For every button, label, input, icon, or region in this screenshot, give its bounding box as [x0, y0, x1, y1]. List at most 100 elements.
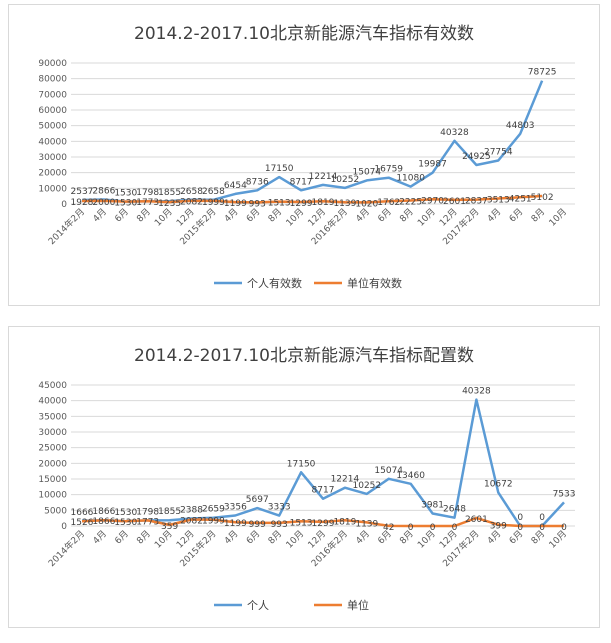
data-label-0: 2648	[443, 505, 466, 515]
x-tick-label: 10月	[547, 206, 569, 228]
chart-svg-valid: 0 10000 20000 30000 40000 50000 60000 70000 8000…	[38, 59, 575, 290]
data-label-0: 1666	[71, 508, 94, 518]
data-label-1: 1199	[224, 519, 247, 529]
data-label-1: 3513	[487, 195, 510, 205]
data-label-0: 3981	[421, 501, 444, 511]
data-label-1: 2225	[399, 198, 422, 208]
data-label-1: 1530	[114, 199, 137, 209]
data-label-1: 42	[383, 523, 394, 533]
data-label-0: 1866	[92, 507, 115, 517]
data-label-0: 17150	[265, 164, 294, 174]
y-tick-label: 40000	[38, 397, 67, 407]
series-line-1	[81, 516, 564, 528]
data-label-1: 0	[517, 523, 523, 533]
data-label-1: 1020	[355, 199, 378, 209]
data-label-1: 1526	[71, 518, 94, 528]
data-label-1: 1235	[158, 199, 181, 209]
data-label-0: 40328	[440, 128, 469, 138]
x-tick-label: 4月	[222, 528, 240, 546]
y-tick-label: 20000	[38, 459, 67, 469]
data-label-0: 1855	[158, 188, 181, 198]
data-label-1: 1762	[377, 198, 400, 208]
data-label-0: 78725	[528, 68, 557, 78]
data-label-1: 4251	[509, 194, 532, 204]
legend-label-1: 单位	[347, 598, 369, 612]
x-tick-label: 6月	[507, 206, 525, 224]
data-label-1: 1999	[202, 517, 225, 527]
legend-label-0: 个人	[247, 599, 269, 612]
data-label-1: 0	[561, 523, 567, 533]
y-tick-label: 50000	[38, 122, 67, 132]
data-label-1: 1773	[136, 198, 159, 208]
data-label-1: 993	[271, 520, 288, 530]
data-label-0: 16759	[374, 165, 403, 175]
chart-panel-allocated: 2014.2-2017.10北京新能源汽车指标配置数 0 5000 10000 150…	[8, 326, 600, 628]
data-label-0: 3333	[268, 503, 291, 513]
data-label-0: 6454	[224, 181, 247, 191]
x-tick-label: 6月	[113, 206, 131, 224]
data-label-1: 2601	[443, 197, 466, 207]
data-label-1: 2601	[465, 515, 488, 525]
y-tick-label: 25000	[38, 444, 67, 454]
y-tick-label: 30000	[38, 428, 67, 438]
data-label-1: 999	[249, 520, 266, 530]
data-label-1: 0	[408, 523, 414, 533]
y-tick-label: 20000	[38, 169, 67, 179]
data-label-1: 399	[490, 522, 507, 532]
chart-svg-allocated: 0 5000 10000 15000 20000 25000 30000 35000 40000…	[38, 381, 576, 612]
x-tick-label: 10月	[284, 206, 306, 228]
data-label-1: 1299	[290, 199, 313, 209]
data-label-0: 10252	[331, 175, 360, 185]
data-label-0: 8717	[312, 486, 335, 496]
data-label-0: 2659	[202, 505, 225, 515]
data-label-1: 359	[161, 522, 178, 532]
data-label-0: 1798	[136, 507, 159, 517]
x-tick-label: 2014年2月	[46, 206, 87, 247]
data-label-0: 2388	[180, 506, 203, 516]
data-label-1: 1999	[202, 198, 225, 208]
data-label-1: 2970	[421, 196, 444, 206]
x-tick-label: 10月	[152, 206, 174, 228]
data-label-1: 1299	[312, 519, 335, 529]
chart-title-valid: 2014.2-2017.10北京新能源汽车指标有效数	[134, 24, 474, 44]
data-label-1: 0	[430, 523, 436, 533]
data-label-1: 2082	[180, 198, 203, 208]
data-label-0: 5697	[246, 495, 269, 505]
chart-panel-valid: 2014.2-2017.10北京新能源汽车指标有效数 0 10000 20000 30…	[8, 4, 600, 306]
x-tick-label: 8月	[135, 206, 153, 224]
x-tick-label: 4月	[485, 206, 503, 224]
legend-label-1: 单位有效数	[347, 276, 402, 290]
y-tick-label: 0	[61, 522, 67, 532]
x-tick-label: 4月	[91, 206, 109, 224]
y-tick-label: 0	[61, 200, 67, 210]
y-tick-label: 10000	[38, 491, 67, 501]
x-tick-label: 8月	[266, 528, 284, 546]
data-label-0: 19987	[418, 160, 447, 170]
x-tick-label: 8月	[266, 206, 284, 224]
data-label-0: 12214	[309, 172, 338, 182]
data-label-1: 5102	[531, 193, 554, 203]
data-label-1: 1530	[114, 518, 137, 528]
y-tick-label: 70000	[38, 90, 67, 100]
data-label-1: 1866	[92, 517, 115, 527]
data-label-1: 1773	[136, 517, 159, 527]
data-label-1: 1819	[333, 517, 356, 527]
data-label-0: 3356	[224, 502, 247, 512]
data-label-0: 1530	[114, 508, 137, 518]
data-label-1: 1928	[71, 198, 94, 208]
data-label-0: 24925	[462, 152, 491, 162]
data-label-0: 12214	[331, 475, 360, 485]
data-label-1: 0	[539, 523, 545, 533]
data-label-1: 1513	[268, 199, 291, 209]
series-line-0	[81, 398, 565, 528]
x-tick-label: 4月	[354, 528, 372, 546]
x-tick-label: 4月	[91, 528, 109, 546]
data-label-0: 2658	[202, 187, 225, 197]
data-label-1: 2082	[180, 516, 203, 526]
data-label-0: 7533	[553, 489, 576, 499]
data-label-0: 40328	[462, 387, 491, 397]
y-tick-label: 10000	[38, 184, 67, 194]
data-label-0: 13460	[396, 471, 425, 481]
data-label-0: 8736	[246, 177, 269, 187]
x-tick-label: 8月	[135, 528, 153, 546]
